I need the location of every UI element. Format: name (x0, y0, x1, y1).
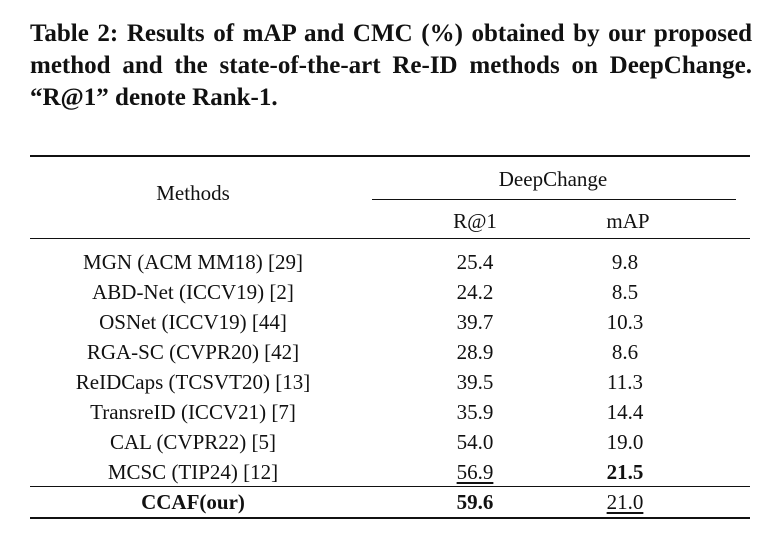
r1-cell: 39.5 (456, 370, 494, 394)
bottom-rule (30, 517, 750, 519)
method-cell: MCSC (TIP24) [12] (107, 460, 279, 484)
header-methods: Methods (156, 181, 230, 205)
map-cell: 19.0 (606, 430, 644, 454)
ours-map: 21.0 (606, 490, 644, 514)
method-cell: CAL (CVPR22) [5] (109, 430, 277, 454)
method-cell: TransreID (ICCV21) [7] (90, 400, 296, 424)
top-rule (30, 155, 750, 157)
header-r1: R@1 (453, 209, 497, 233)
method-cell: OSNet (ICCV19) [44] (99, 310, 287, 334)
map-cell: 10.3 (606, 310, 644, 334)
table-caption: Table 2: Results of mAP and CMC (%) obta… (30, 20, 752, 111)
ours-method: CCAF(our) (141, 490, 245, 514)
r1-cell: 54.0 (456, 430, 494, 454)
r1-cell: 35.9 (456, 400, 494, 424)
header-deepchange: DeepChange (498, 167, 608, 191)
r1-cell: 56.9 (456, 460, 494, 484)
map-cell: 8.6 (611, 340, 639, 364)
ours-r1: 59.6 (456, 490, 494, 514)
map-cell: 9.8 (611, 250, 639, 274)
map-cell: 14.4 (606, 400, 644, 424)
map-cell: 11.3 (607, 370, 643, 394)
header-map: mAP (606, 209, 650, 233)
r1-cell: 28.9 (456, 340, 494, 364)
method-cell: MGN (ACM MM18) [29] (83, 250, 303, 274)
map-cell: 8.5 (611, 280, 639, 304)
method-cell: RGA-SC (CVPR20) [42] (86, 340, 300, 364)
method-cell: ReIDCaps (TCSVT20) [13] (75, 370, 311, 394)
ours-rule (30, 486, 750, 487)
header-rule (30, 238, 750, 239)
method-cell: ABD-Net (ICCV19) [2] (92, 280, 294, 304)
r1-cell: 24.2 (456, 280, 494, 304)
r1-cell: 39.7 (456, 310, 494, 334)
group-rule (372, 199, 736, 200)
r1-cell: 25.4 (456, 250, 494, 274)
map-cell: 21.5 (606, 460, 644, 484)
